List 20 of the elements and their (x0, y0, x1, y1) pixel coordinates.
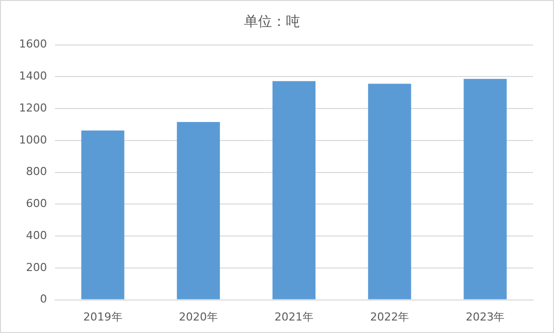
y-tick-label: 1600 (18, 38, 47, 51)
y-tick-label: 200 (26, 260, 47, 274)
y-tick-label: 1200 (18, 101, 47, 114)
x-tick-label: 2020年 (178, 310, 218, 324)
bar (368, 84, 412, 300)
y-tick-label: 400 (26, 228, 47, 242)
x-tick-label: 2023年 (466, 310, 505, 324)
x-tick-label: 2019年 (83, 310, 122, 324)
chart-title: 单位：吨 (244, 14, 300, 30)
bar (176, 122, 220, 300)
bar (464, 78, 507, 300)
y-tick-label: 1000 (18, 133, 47, 146)
x-tick-label: 2021年 (274, 310, 314, 324)
y-tick-label: 1400 (18, 70, 47, 83)
bar (81, 130, 124, 300)
bar (272, 81, 316, 300)
y-tick-label: 800 (26, 165, 47, 178)
x-tick-label: 2022年 (370, 310, 410, 324)
y-tick-label: 0 (40, 292, 47, 306)
y-tick-label: 600 (26, 197, 47, 210)
